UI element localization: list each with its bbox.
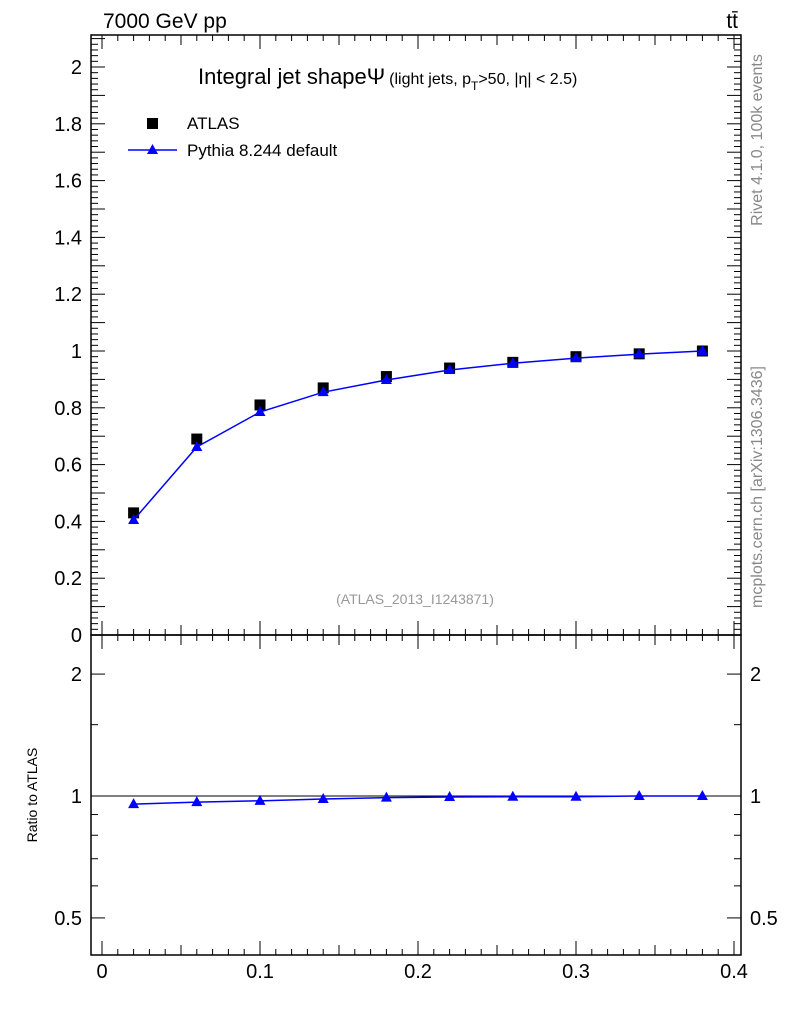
process-label: tt̄ bbox=[726, 10, 738, 33]
mcplots-label: mcplots.cern.ch [arXiv:1306.3436] bbox=[749, 366, 766, 608]
ratio-pythia-point bbox=[254, 794, 266, 805]
pythia-point bbox=[696, 345, 708, 355]
y-tick-label: 1.4 bbox=[54, 227, 82, 249]
ratio-y-tick-label-right: 0.5 bbox=[750, 908, 778, 930]
legend-atlas-marker bbox=[147, 118, 158, 129]
pythia-point bbox=[317, 386, 329, 397]
ratio-y-tick-label: 0.5 bbox=[54, 908, 82, 930]
ratio-pythia-point bbox=[633, 790, 645, 800]
chart-title: Integral jet shapeΨ (light jets, pT>50, |… bbox=[198, 64, 577, 93]
x-tick-label: 0.3 bbox=[562, 961, 590, 983]
analysis-label: (ATLAS_2013_I1243871) bbox=[336, 591, 494, 607]
pythia-point bbox=[128, 513, 140, 524]
atlas-point bbox=[128, 507, 140, 519]
y-tick-label: 0.2 bbox=[54, 568, 82, 590]
ratio-pythia-point bbox=[507, 790, 519, 801]
x-tick-label: 0.4 bbox=[720, 961, 748, 983]
y-tick-label: 1.8 bbox=[54, 114, 82, 136]
y-tick-label: 1.2 bbox=[54, 284, 82, 306]
ratio-panel-frame bbox=[90, 634, 742, 956]
y-tick-label: 1.6 bbox=[54, 171, 82, 193]
ratio-pythia-point bbox=[191, 796, 203, 807]
pythia-point bbox=[633, 348, 645, 359]
ratio-pythia-point bbox=[444, 791, 456, 802]
atlas-point bbox=[254, 399, 266, 411]
pythia-point bbox=[507, 357, 519, 368]
y-tick-label: 0.8 bbox=[54, 398, 82, 420]
pythia-line bbox=[133, 350, 703, 521]
legend-pythia-marker bbox=[147, 144, 158, 154]
ratio-y-tick-label: 1 bbox=[71, 786, 82, 808]
ratio-ylabel: Ratio to ATLAS bbox=[24, 748, 40, 843]
x-tick-label: 0 bbox=[96, 961, 107, 983]
ratio-y-tick-label-right: 1 bbox=[750, 786, 761, 808]
ratio-pythia-point bbox=[380, 791, 392, 802]
ratio-pythia-line bbox=[133, 795, 703, 805]
x-tick-label: 0.2 bbox=[404, 961, 432, 983]
pythia-point bbox=[444, 364, 456, 375]
ratio-y-tick-label: 2 bbox=[71, 664, 82, 686]
x-tick-label: 0.1 bbox=[246, 961, 274, 983]
ratio-pythia-point bbox=[128, 798, 140, 809]
y-tick-label: 0.6 bbox=[54, 455, 82, 477]
energy-label: 7000 GeV pp bbox=[103, 10, 227, 33]
ratio-pythia-point bbox=[570, 790, 582, 801]
atlas-point bbox=[191, 433, 203, 445]
y-tick-label: 0.4 bbox=[54, 511, 82, 533]
ratio-y-tick-label-right: 2 bbox=[750, 664, 761, 686]
ratio-pythia-point bbox=[317, 793, 329, 804]
pythia-point bbox=[570, 352, 582, 363]
y-tick-label: 1 bbox=[71, 341, 82, 363]
rivet-label: Rivet 4.1.0, 100k events bbox=[749, 54, 766, 226]
y-tick-label: 0 bbox=[71, 625, 82, 647]
legend-pythia-label: Pythia 8.244 default bbox=[187, 141, 338, 160]
pythia-point bbox=[380, 373, 392, 384]
legend-atlas-label: ATLAS bbox=[187, 114, 240, 133]
pythia-point bbox=[191, 440, 203, 451]
pythia-point bbox=[254, 406, 266, 417]
y-tick-label: 2 bbox=[71, 57, 82, 79]
ratio-pythia-point bbox=[696, 790, 708, 800]
